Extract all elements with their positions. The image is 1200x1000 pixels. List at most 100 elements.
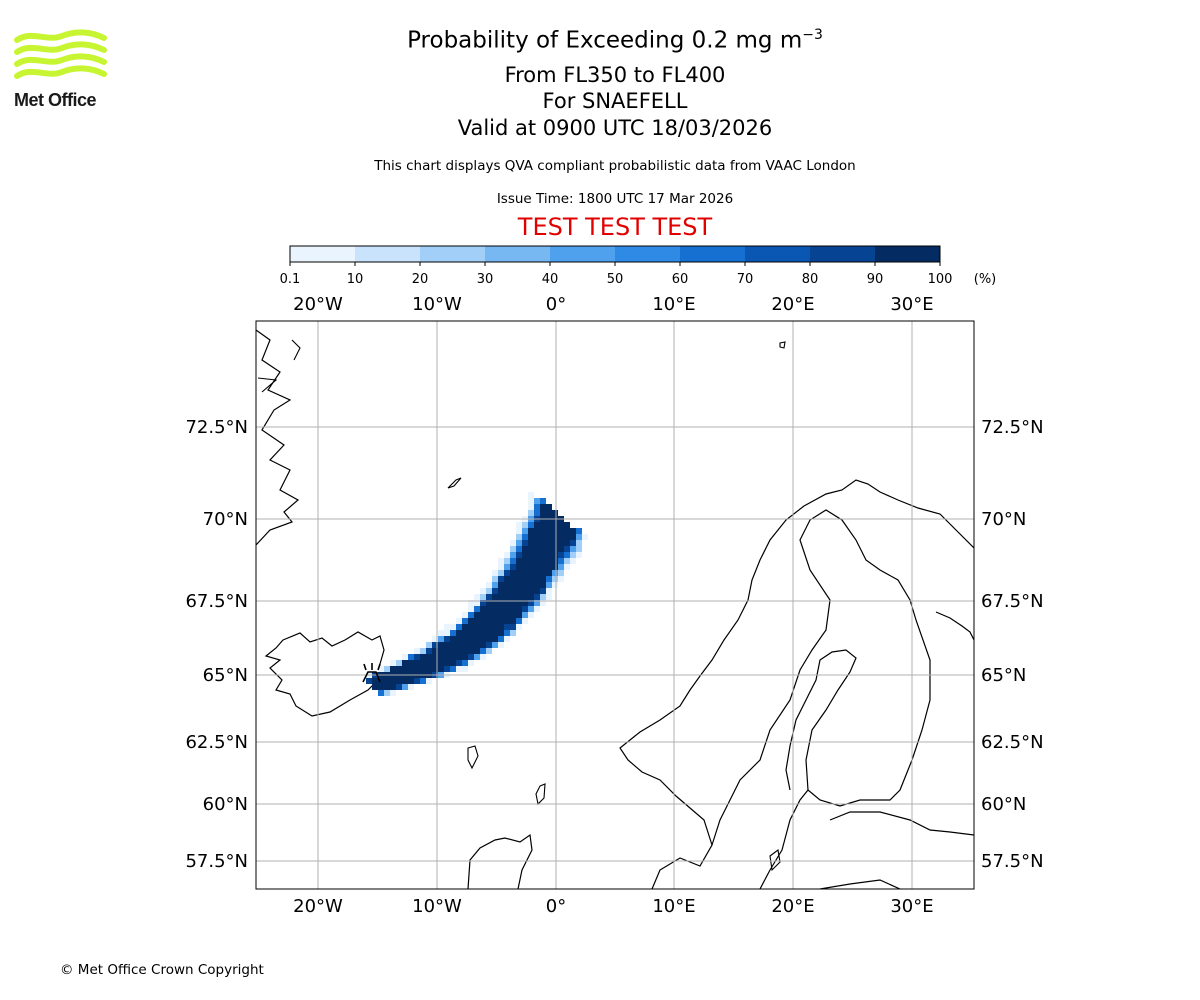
plume-cell (510, 582, 516, 588)
plume-cell (510, 564, 516, 570)
plume-cell (492, 630, 498, 636)
lat-label-right: 67.5°N (981, 591, 1044, 612)
plume-cell (468, 606, 474, 612)
plume-cell (570, 528, 576, 534)
plume-cell (516, 564, 522, 570)
colorbar-tick-label: 60 (672, 272, 689, 287)
plume-cell (498, 576, 504, 582)
plume-cell (516, 558, 522, 564)
lat-label-left: 67.5°N (185, 591, 248, 612)
plume-cell (558, 558, 564, 564)
colorbar-cell (550, 246, 615, 262)
plume-cell (462, 612, 468, 618)
plume-cell (534, 540, 540, 546)
plume-cell (528, 570, 534, 576)
plume-cell (510, 558, 516, 564)
plume-cell (534, 570, 540, 576)
plume-cell (522, 522, 528, 528)
plume-cell (540, 576, 546, 582)
plume-cell (498, 600, 504, 606)
lon-label-top: 30°E (890, 294, 933, 315)
bjornoya (779, 341, 786, 349)
plume-cell (564, 522, 570, 528)
lon-label-top: 10°W (412, 294, 462, 315)
plume-cell (534, 594, 540, 600)
plume-cell (498, 618, 504, 624)
plume-cell (558, 564, 564, 570)
colorbar-tick-label: 70 (737, 272, 754, 287)
plume-cell (432, 660, 438, 666)
plume-cell (516, 600, 522, 606)
plume-cell (510, 594, 516, 600)
plume-cell (516, 582, 522, 588)
plume-cell (480, 654, 486, 660)
plume-cell (456, 660, 462, 666)
plume-cell (510, 576, 516, 582)
plume-cell (456, 624, 462, 630)
plume-cell (522, 546, 528, 552)
plume-cell (408, 654, 414, 660)
plume-cell (492, 624, 498, 630)
plume-cell (480, 648, 486, 654)
plume-cell (456, 648, 462, 654)
plume-cell (534, 528, 540, 534)
plume-cell (558, 540, 564, 546)
plume-cell (456, 636, 462, 642)
plume-cell (450, 642, 456, 648)
plume-cell (438, 648, 444, 654)
plume-cell (528, 492, 534, 498)
plume-cell (480, 618, 486, 624)
plume-cell (438, 660, 444, 666)
plume-cell (402, 654, 408, 660)
plume-cell (540, 600, 546, 606)
plume-cell (546, 564, 552, 570)
plume-cell (504, 636, 510, 642)
plume-cell (570, 552, 576, 558)
test-banner: TEST TEST TEST (517, 213, 713, 241)
plume-cell (456, 666, 462, 672)
plume-cell (492, 600, 498, 606)
plume-cell (534, 576, 540, 582)
plume-cell (378, 678, 384, 684)
plume-cell (504, 606, 510, 612)
plume-cell (498, 624, 504, 630)
plume-cell (462, 654, 468, 660)
plume-cell (444, 642, 450, 648)
colorbar-cell (420, 246, 485, 262)
plume-cell (504, 618, 510, 624)
plume-cell (504, 588, 510, 594)
lon-label-bottom: 0° (546, 896, 566, 917)
plume-cell (408, 684, 414, 690)
plume-cell (516, 588, 522, 594)
plume-cell (408, 678, 414, 684)
gotland (769, 849, 781, 872)
plume-cell (390, 666, 396, 672)
plume-cell (534, 534, 540, 540)
plume-cell (546, 522, 552, 528)
plume-cell (516, 594, 522, 600)
plume-cell (534, 498, 540, 504)
volcano-name: For SNAEFELL (542, 89, 688, 113)
plume-cell (474, 636, 480, 642)
plume-cell (522, 564, 528, 570)
plume-cell (528, 588, 534, 594)
plume-cell (498, 570, 504, 576)
colorbar-cell (875, 246, 940, 262)
plume-cell (486, 648, 492, 654)
plume-cell (546, 582, 552, 588)
plume-cell (546, 588, 552, 594)
plume-cell (474, 630, 480, 636)
plume-cell (510, 588, 516, 594)
lon-label-bottom: 20°E (771, 896, 814, 917)
plume-cell (486, 612, 492, 618)
colorbar-cell (745, 246, 810, 262)
plume-cell (528, 510, 534, 516)
plume-cell (546, 504, 552, 510)
plume-cell (456, 642, 462, 648)
plume-cell (546, 510, 552, 516)
lat-label-left: 70°N (203, 509, 248, 530)
plume-cell (372, 678, 378, 684)
plume-cell (486, 630, 492, 636)
plume-cell (534, 582, 540, 588)
plume-cell (528, 540, 534, 546)
